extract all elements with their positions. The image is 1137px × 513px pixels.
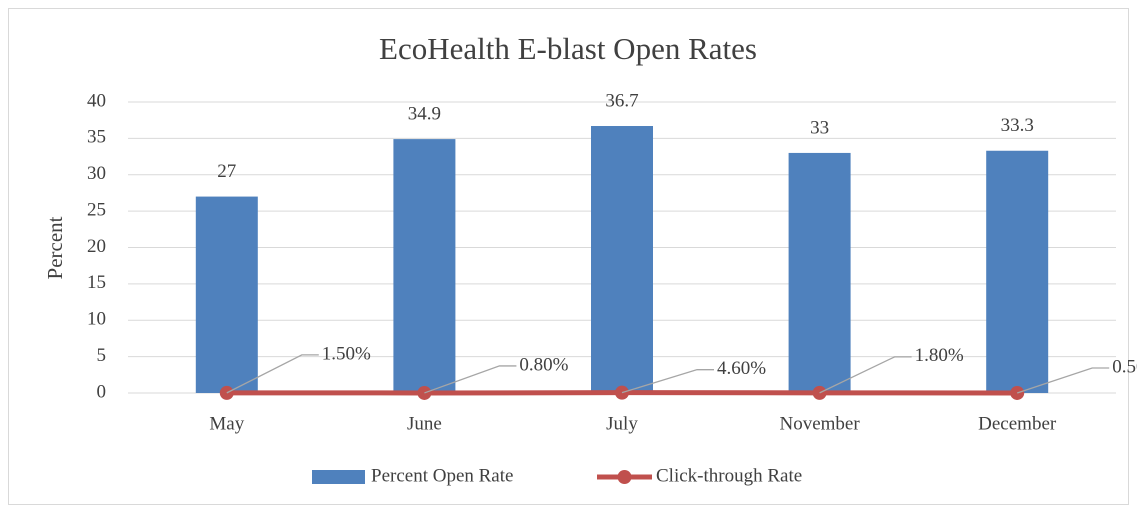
y-tick-label: 30 bbox=[87, 163, 106, 184]
data-label: 33 bbox=[810, 117, 829, 138]
bar bbox=[591, 126, 653, 393]
legend-swatch bbox=[312, 470, 365, 484]
y-tick-label: 20 bbox=[87, 236, 106, 257]
data-label: 1.50% bbox=[322, 343, 371, 364]
x-tick-label: June bbox=[407, 413, 442, 434]
y-tick-label: 15 bbox=[87, 272, 106, 293]
chart-border bbox=[8, 8, 1129, 505]
bar bbox=[986, 150, 1049, 393]
bar bbox=[393, 139, 456, 393]
leader-line bbox=[226, 354, 319, 394]
data-label: 0.50% bbox=[1112, 356, 1137, 377]
chart-title: EcoHealth E-blast Open Rates bbox=[379, 31, 757, 66]
data-label: 34.9 bbox=[408, 103, 441, 124]
y-tick-label: 25 bbox=[87, 199, 106, 220]
y-axis-label: Percent bbox=[43, 216, 67, 279]
x-tick-label: July bbox=[606, 413, 638, 434]
bar bbox=[195, 196, 258, 393]
line-point bbox=[1010, 385, 1025, 400]
y-tick-label: 5 bbox=[97, 345, 107, 366]
leader-line bbox=[1016, 367, 1110, 394]
data-label: 1.80% bbox=[915, 345, 964, 366]
bar bbox=[788, 152, 851, 393]
x-tick-label: December bbox=[978, 413, 1057, 434]
data-label: 0.80% bbox=[519, 354, 568, 375]
leader-line bbox=[424, 365, 517, 394]
y-tick-label: 40 bbox=[87, 90, 106, 111]
legend-label: Percent Open Rate bbox=[371, 465, 513, 486]
legend-label: Click-through Rate bbox=[656, 465, 802, 486]
data-label: 4.60% bbox=[717, 358, 766, 379]
y-tick-label: 35 bbox=[87, 127, 106, 148]
leader-line bbox=[819, 356, 912, 394]
data-label: 33.3 bbox=[1001, 115, 1034, 136]
x-tick-label: May bbox=[209, 413, 244, 434]
legend-swatch bbox=[617, 470, 632, 484]
y-tick-label: 10 bbox=[87, 309, 106, 330]
x-tick-label: November bbox=[779, 413, 860, 434]
y-tick-label: 0 bbox=[97, 381, 107, 402]
data-label: 36.7 bbox=[605, 90, 638, 111]
data-label: 27 bbox=[217, 161, 236, 182]
leader-line bbox=[621, 369, 714, 394]
